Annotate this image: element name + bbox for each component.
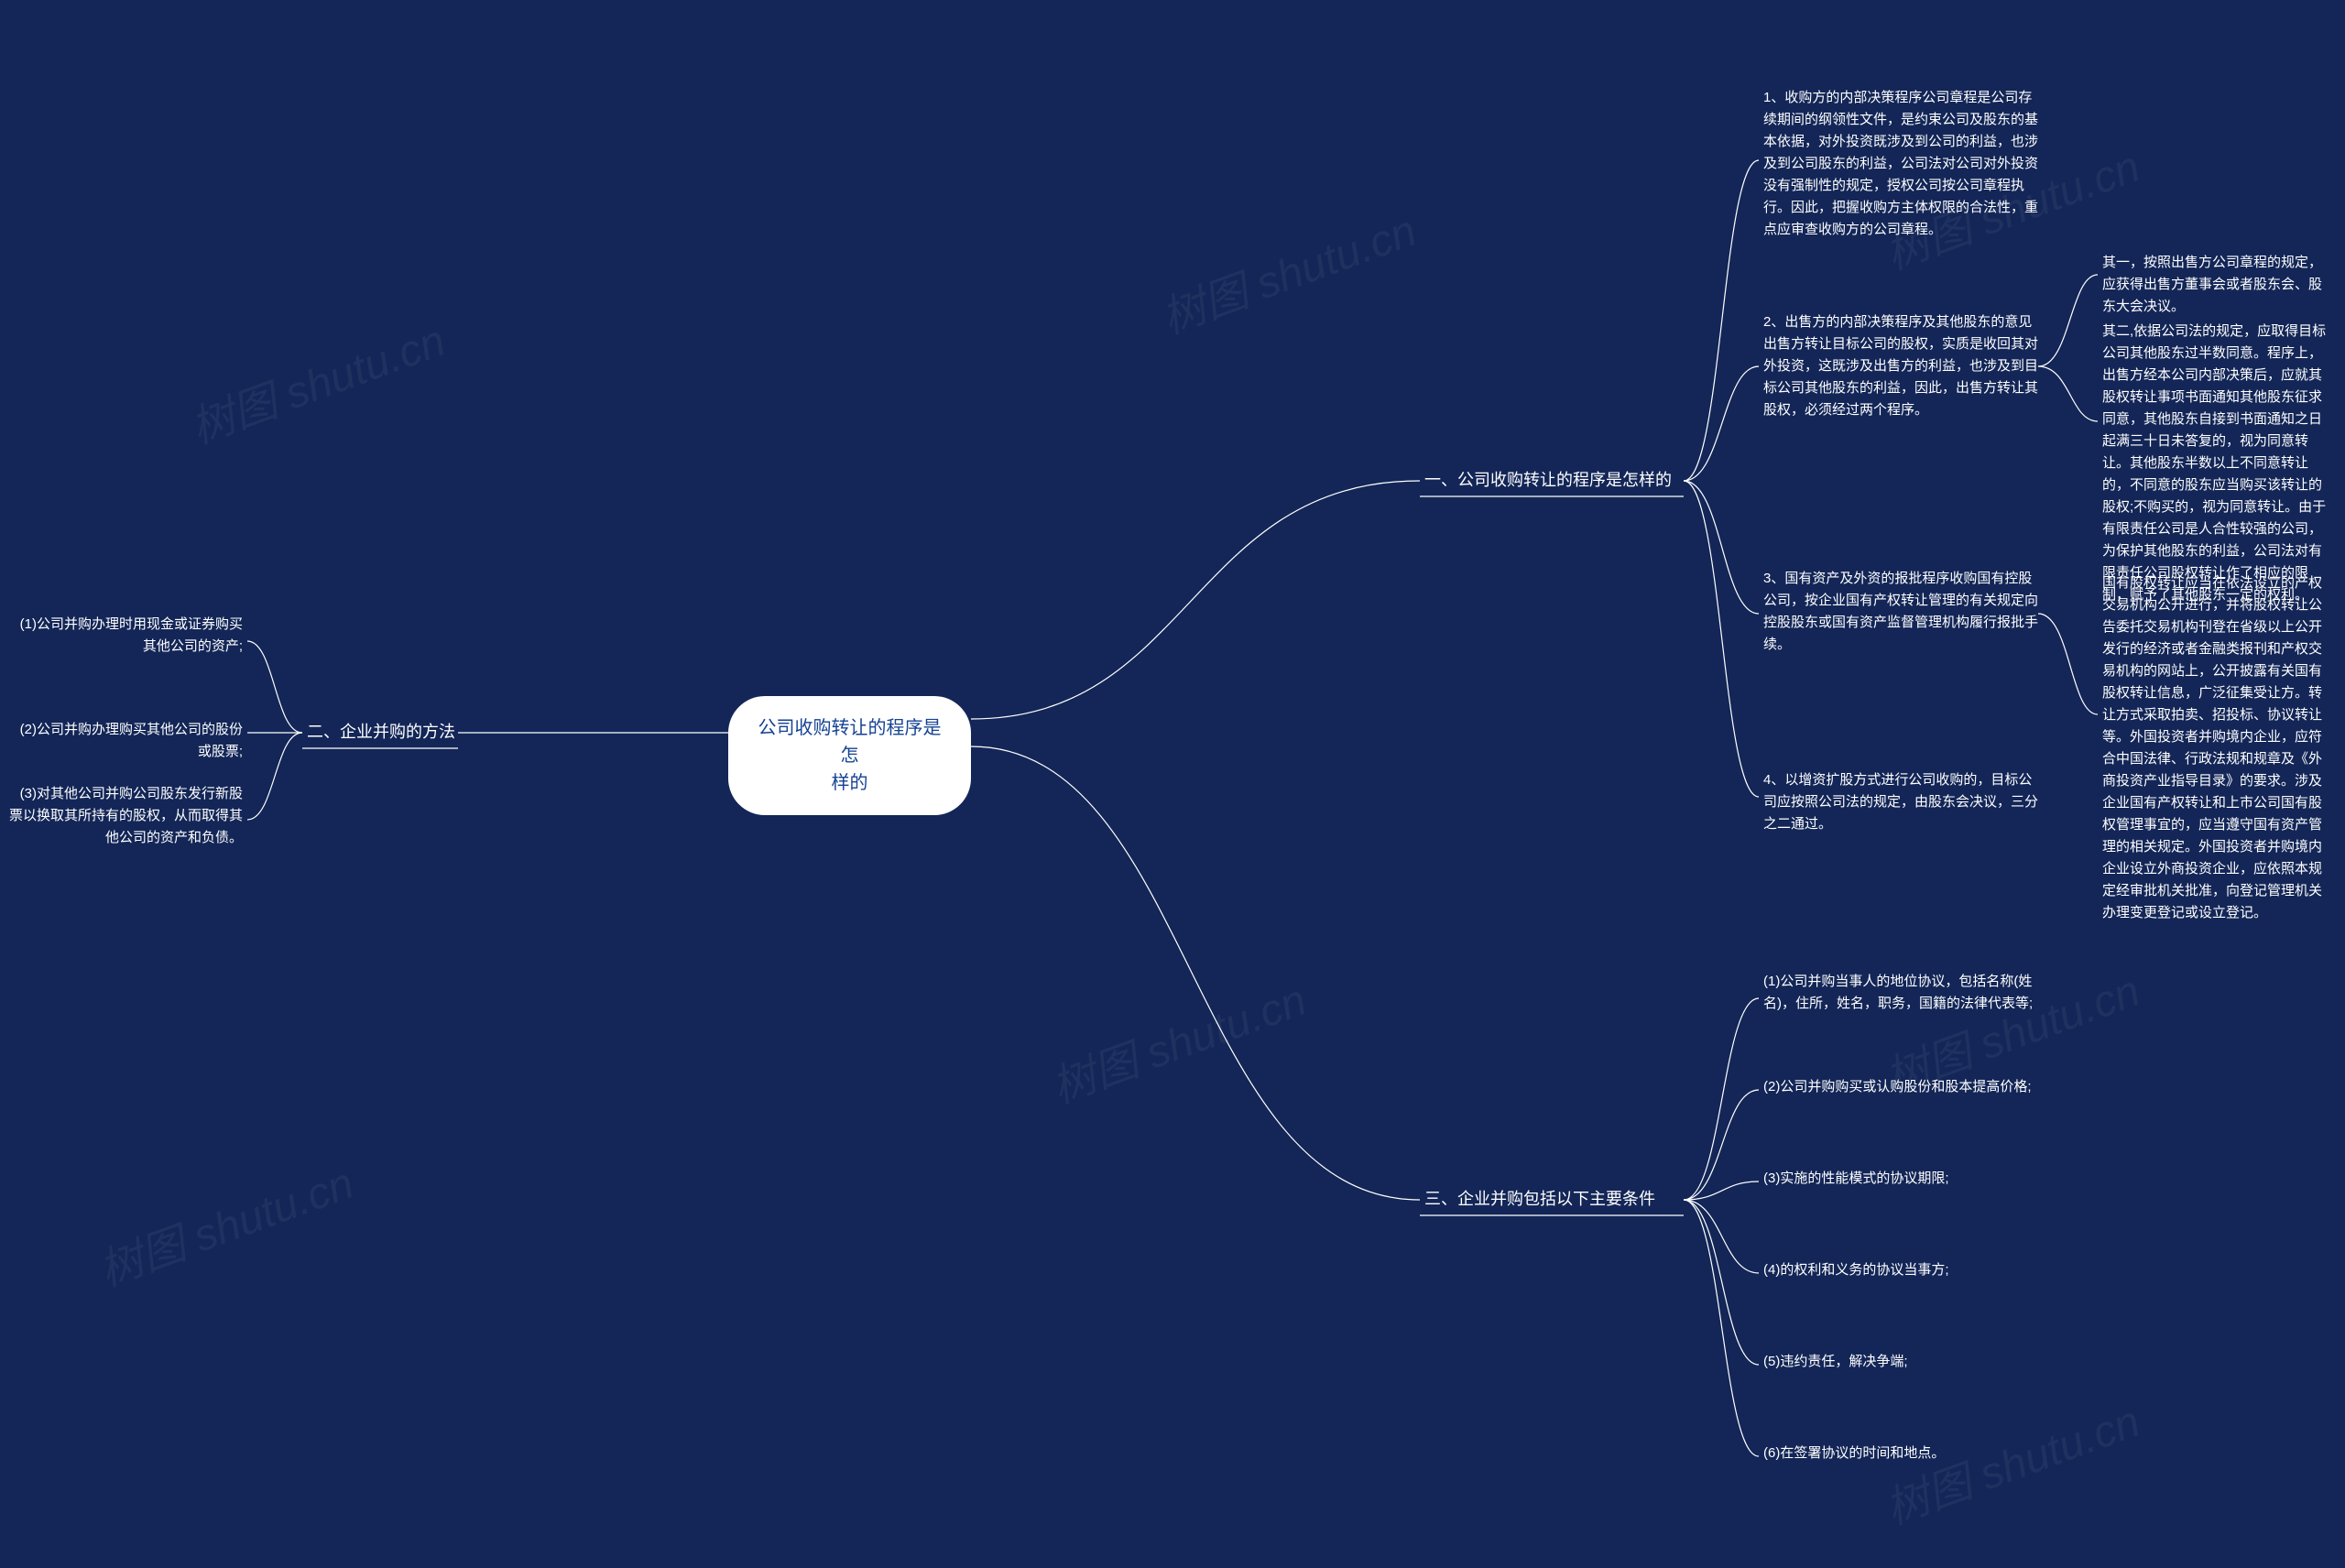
branch-3-child-4: (4)的权利和义务的协议当事方; (1763, 1259, 2038, 1281)
watermark: 树图 shutu.cn (1151, 194, 1423, 345)
branch-3-child-3: (3)实施的性能模式的协议期限; (1763, 1168, 2038, 1190)
branch-1-child-3-sub: 国有股权转让应当在依法设立的产权交易机构公开进行，并将股权转让公告委托交易机构刊… (2102, 572, 2331, 924)
branch-2-child-3: (3)对其他公司并购公司股东发行新股票以换取其所持有的股权，从而取得其他公司的资… (9, 783, 243, 849)
branch-2-child-1: (1)公司并购办理时用现金或证券购买其他公司的资产; (9, 614, 243, 658)
branch-1-child-3: 3、国有资产及外资的报批程序收购国有控股公司，按企业国有产权转让管理的有关规定向… (1763, 568, 2038, 656)
branch-3-child-2: (2)公司并购购买或认购股份和股本提高价格; (1763, 1076, 2038, 1098)
watermark: 树图 shutu.cn (89, 1147, 361, 1298)
root-line2: 样的 (832, 773, 868, 793)
branch-1-child-2: 2、出售方的内部决策程序及其他股东的意见出售方转让目标公司的股权，实质是收回其对… (1763, 311, 2038, 421)
watermark: 树图 shutu.cn (180, 304, 453, 455)
branch-3-child-6: (6)在签署协议的时间和地点。 (1763, 1443, 2038, 1465)
branch-1-child-2-sub-2: 其二,依据公司法的规定，应取得目标公司其他股东过半数同意。程序上，出售方经本公司… (2102, 321, 2331, 606)
branch-3: 三、企业并购包括以下主要条件 (1424, 1186, 1655, 1210)
root-line1: 公司收购转让的程序是怎 (758, 718, 942, 766)
branch-3-child-1: (1)公司并购当事人的地位协议，包括名称(姓名)，住所，姓名，职务，国籍的法律代… (1763, 971, 2038, 1015)
branch-3-child-5: (5)违约责任，解决争端; (1763, 1351, 2038, 1373)
branch-1-child-4: 4、以增资扩股方式进行公司收购的，目标公司应按照公司法的规定，由股东会决议，三分… (1763, 769, 2038, 835)
mindmap-root: 公司收购转让的程序是怎 样的 (728, 696, 971, 815)
branch-1-child-1: 1、收购方的内部决策程序公司章程是公司存续期间的纲领性文件，是约束公司及股东的基… (1763, 87, 2038, 241)
branch-2-child-2: (2)公司并购办理购买其他公司的股份或股票; (9, 719, 243, 763)
branch-1: 一、公司收购转让的程序是怎样的 (1424, 467, 1672, 491)
watermark: 树图 shutu.cn (1042, 964, 1314, 1115)
branch-2: 二、企业并购的方法 (307, 719, 455, 743)
branch-1-child-2-sub-1: 其一，按照出售方公司章程的规定，应获得出售方董事会或者股东会、股东大会决议。 (2102, 252, 2331, 318)
